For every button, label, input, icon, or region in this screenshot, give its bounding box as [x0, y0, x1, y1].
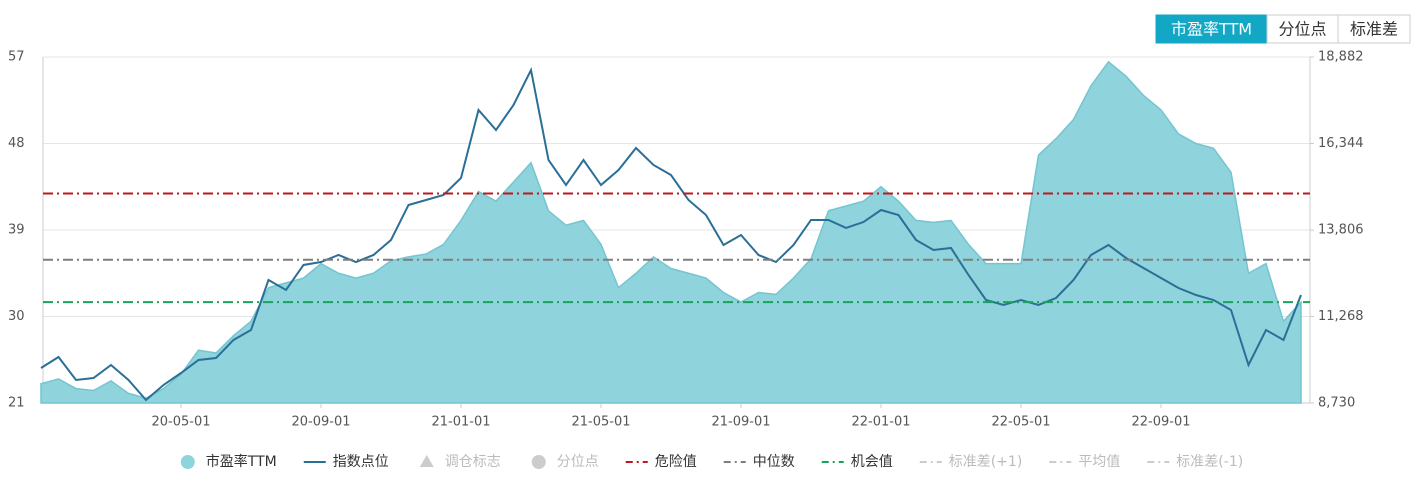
legend-label[interactable]: 指数点位 [333, 454, 389, 470]
y2-tick-label: 13,806 [1318, 223, 1364, 238]
x-tick-label: 22-01-01 [851, 415, 910, 430]
index-line [40, 66, 1302, 402]
y-tick-label: 39 [8, 223, 25, 238]
legend-marker[interactable] [419, 455, 434, 467]
y-tick-label: 57 [8, 50, 25, 65]
y-tick-label: 21 [8, 396, 25, 411]
legend-label[interactable]: 调仓标志 [445, 454, 501, 470]
legend-label[interactable]: 中位数 [753, 454, 795, 470]
y2-tick-label: 18,882 [1318, 50, 1364, 65]
y2-tick-label: 8,730 [1318, 396, 1355, 411]
y2-tick-label: 16,344 [1318, 136, 1364, 151]
x-tick-label: 22-05-01 [991, 415, 1050, 430]
x-tick-label: 21-05-01 [571, 415, 630, 430]
legend-label[interactable]: 机会值 [851, 454, 893, 470]
toolbar-button[interactable] [1155, 14, 1268, 44]
y-tick-label: 30 [8, 309, 25, 324]
legend-label[interactable]: 平均值 [1078, 454, 1120, 470]
legend-marker[interactable] [531, 455, 546, 469]
legend-label[interactable]: 标准差(+1) [949, 454, 1023, 470]
x-tick-label: 20-09-01 [291, 415, 350, 430]
toolbar-button[interactable] [1266, 14, 1339, 44]
legend-marker[interactable] [180, 455, 195, 469]
x-tick-label: 22-09-01 [1131, 415, 1190, 430]
y2-tick-label: 11,268 [1318, 309, 1364, 324]
legend: 市盈率TTM 指数点位 调仓标志 分位点 危险值 中位数 机会值 标准差(+1) 平均值 标准差(… [180, 453, 1243, 470]
x-tick-label: 20-05-01 [151, 415, 210, 430]
y-tick-label: 48 [8, 136, 25, 151]
legend-label[interactable]: 标准差(-1) [1176, 454, 1243, 470]
toolbar-button-label[interactable]: 市盈率TTM [1171, 20, 1252, 39]
toolbar-button-label[interactable]: 标准差 [1350, 20, 1398, 39]
legend-label[interactable]: 分位点 [557, 454, 599, 470]
legend-label[interactable]: 市盈率TTM [206, 453, 277, 470]
toolbar-button[interactable] [1337, 14, 1411, 44]
pe-area [40, 60, 1302, 404]
toolbar-button-label[interactable]: 分位点 [1278, 20, 1326, 39]
legend-label[interactable]: 危险值 [655, 454, 697, 470]
x-tick-label: 21-09-01 [711, 415, 770, 430]
x-tick-label: 21-01-01 [431, 415, 490, 430]
